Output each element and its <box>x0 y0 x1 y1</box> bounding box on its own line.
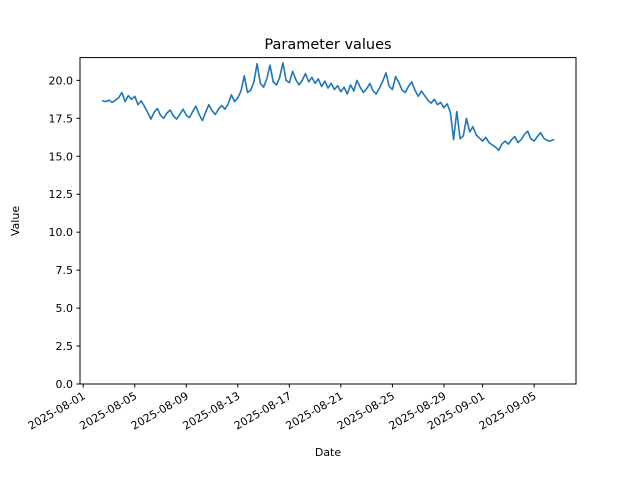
y-tick-label: 2.5 <box>56 340 74 353</box>
x-tick-label: 2025-08-09 <box>129 389 191 432</box>
x-tick-label: 2025-08-05 <box>77 389 139 432</box>
y-tick-label: 0.0 <box>56 378 74 391</box>
y-tick-label: 7.5 <box>56 264 74 277</box>
y-tick-label: 5.0 <box>56 302 74 315</box>
x-tick-label: 2025-08-01 <box>26 389 88 432</box>
x-tick-label: 2025-08-25 <box>335 389 397 432</box>
y-tick-label: 20.0 <box>49 74 74 87</box>
y-tick-label: 15.0 <box>49 150 74 163</box>
series-line <box>101 62 555 151</box>
x-tick-label: 2025-08-17 <box>232 389 294 432</box>
x-tick-label: 2025-08-21 <box>284 389 346 432</box>
chart-title: Parameter values <box>264 37 392 53</box>
x-tick-label: 2025-09-05 <box>477 389 539 432</box>
x-axis-ticks: 2025-08-012025-08-052025-08-092025-08-13… <box>26 384 539 433</box>
y-tick-label: 12.5 <box>49 188 74 201</box>
axes-border <box>79 57 577 385</box>
y-axis-ticks: 0.0 2.5 5.0 7.5 10.0 12.5 15.0 17.5 20.0 <box>49 74 80 391</box>
y-tick-label: 10.0 <box>49 226 74 239</box>
x-axis-label: Date <box>314 446 342 459</box>
y-tick-label: 17.5 <box>49 112 74 125</box>
plot-area: 0.0 2.5 5.0 7.5 10.0 12.5 15.0 17.5 20.0 2025-08… <box>26 57 577 433</box>
x-tick-label: 2025-08-13 <box>180 389 242 432</box>
